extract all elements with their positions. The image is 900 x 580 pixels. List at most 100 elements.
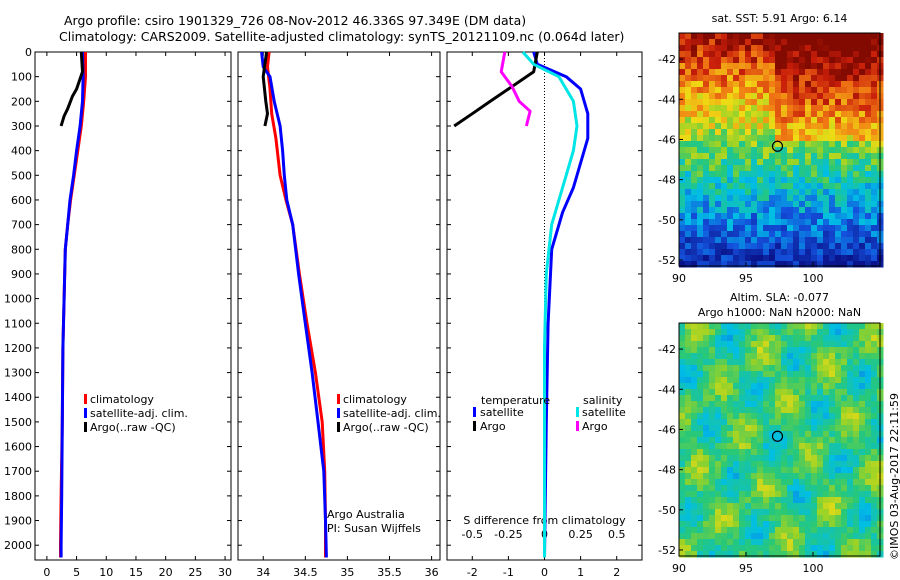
- legend-swatch: [84, 394, 87, 404]
- x-tick-label: 20: [159, 566, 173, 579]
- y-tick-label: 1600: [4, 441, 32, 454]
- x-tick-label: -2: [467, 566, 478, 579]
- map-y-tick-label: -48: [658, 464, 676, 477]
- legend-swatch: [576, 421, 579, 431]
- sal-tick-label: -0.25: [494, 528, 522, 541]
- y-tick-label: 1200: [4, 342, 32, 355]
- legend-label: satellite: [582, 406, 626, 419]
- legend-label: Argo: [582, 420, 608, 433]
- map-y-tick-label: -42: [658, 343, 676, 356]
- series-line-argo-raw-qc-: [59, 51, 84, 127]
- figure-title-line2: Climatology: CARS2009. Satellite-adjuste…: [59, 29, 625, 44]
- legend-swatch: [576, 407, 579, 417]
- legend-swatch: [337, 422, 340, 432]
- map-x-tick-label: 95: [739, 562, 753, 575]
- attribution-line2: PI: Susan Wijffels: [327, 522, 421, 535]
- map-x-tick-label: 100: [803, 272, 824, 285]
- map-y-tick-label: -42: [658, 53, 676, 66]
- x-tick-label: 2: [613, 566, 620, 579]
- argo-location-marker: [771, 430, 784, 442]
- map-y-tick-label: -50: [658, 504, 676, 517]
- x-tick-label: 35: [340, 566, 354, 579]
- y-tick-label: 1500: [4, 416, 32, 429]
- map-y-tick-label: -48: [658, 174, 676, 187]
- sal-tick-label: 0.25: [568, 528, 593, 541]
- legend-header-salinity: salinity: [583, 394, 623, 407]
- y-tick-label: 2000: [4, 539, 32, 552]
- legend-label: Argo(..raw -QC): [90, 421, 176, 434]
- argo-location-marker: [771, 140, 784, 152]
- series-line-argo-raw-qc-: [261, 51, 269, 127]
- y-tick-label: 1300: [4, 367, 32, 380]
- legend-label: satellite-adj. clim.: [343, 407, 441, 420]
- sst-map: 90 95 100 -42 -44 -46 -48 -50 -52 sat. SST: 5.91 …: [658, 12, 884, 285]
- map-y-tick-label: -46: [658, 133, 676, 146]
- series-line-satellite-adj-clim-: [260, 51, 328, 558]
- x-tick-label: 34: [256, 566, 270, 579]
- series-line-satellite-adj-clim-: [59, 51, 85, 558]
- legend-label: Argo(..raw -QC): [343, 421, 429, 434]
- sal-tick-label: 0.5: [608, 528, 626, 541]
- map-x-tick-label: 90: [672, 272, 686, 285]
- map-x-tick-label: 90: [672, 562, 686, 575]
- map-y-tick-label: -52: [658, 544, 676, 557]
- x-tick-label: -1: [503, 566, 514, 579]
- y-tick-label: 1800: [4, 490, 32, 503]
- map-y-tick-label: -44: [658, 383, 676, 396]
- x-tick-label: 34.5: [293, 566, 318, 579]
- map-frame: [678, 32, 881, 267]
- map-x-tick-label: 100: [803, 562, 824, 575]
- y-tick-label: 700: [11, 219, 32, 232]
- y-tick-label: 200: [11, 95, 32, 108]
- legend-label: satellite-adj. clim.: [90, 407, 188, 420]
- legend-swatch: [337, 394, 340, 404]
- chart-panel-salinity: 3434.53535.536salinityclimatologysatelli…: [237, 51, 441, 579]
- x-tick-label: 5: [73, 566, 80, 579]
- y-tick-label: 300: [11, 120, 32, 133]
- x-tick-label: 25: [188, 566, 202, 579]
- legend-label: Argo: [480, 420, 506, 433]
- y-tick-label: 400: [11, 145, 32, 158]
- legend-swatch: [337, 408, 340, 418]
- series-line-salinity-satellite: [521, 51, 579, 558]
- map-title: sat. SST: 5.91 Argo: 6.14: [712, 12, 848, 25]
- map-title: Altim. SLA: -0.077: [730, 291, 829, 304]
- map-y-tick-label: -46: [658, 423, 676, 436]
- series-line-temperature-satellite: [532, 51, 590, 558]
- y-tick-label: 0: [25, 46, 32, 59]
- y-tick-label: 1000: [4, 293, 32, 306]
- legend-swatch: [84, 422, 87, 432]
- series-line-temperature-argo: [453, 51, 539, 128]
- map-x-tick-label: 95: [739, 272, 753, 285]
- sla-map: 90 95 100 -42 -44 -46 -48 -50 -52 Altim. SLA: -0.…: [658, 291, 884, 575]
- x-tick-label: 35.5: [377, 566, 402, 579]
- chart-panel-difference: -2-1012T difference from climatologyS di…: [446, 51, 643, 579]
- legend-label: satellite: [480, 406, 524, 419]
- map-subtitle: Argo h1000: NaN h2000: NaN: [698, 306, 861, 319]
- x-tick-label: 0: [43, 566, 50, 579]
- legend-swatch: [84, 408, 87, 418]
- y-tick-label: 1900: [4, 515, 32, 528]
- copyright-label: ©IMOS 03-Aug-2017 22:11:59: [888, 393, 900, 560]
- attribution-line1: Argo Australia: [327, 508, 405, 521]
- x-tick-label: 15: [129, 566, 143, 579]
- map-y-tick-label: -44: [658, 93, 676, 106]
- y-tick-label: 100: [11, 71, 32, 84]
- map-frame: [678, 322, 881, 557]
- y-tick-label: 900: [11, 268, 32, 281]
- plot-frame-temperature: [34, 51, 232, 561]
- x-tick-label: 10: [99, 566, 113, 579]
- sal-tick-label: -0.5: [462, 528, 483, 541]
- map-y-tick-label: -50: [658, 214, 676, 227]
- chart-panel-temperature: 0100200300400500600700800900100011001200…: [4, 46, 232, 579]
- y-tick-label: 800: [11, 243, 32, 256]
- y-tick-label: 500: [11, 169, 32, 182]
- x-tick-label: 30: [218, 566, 232, 579]
- y-tick-label: 1400: [4, 391, 32, 404]
- legend-label: climatology: [343, 393, 407, 406]
- map-y-tick-label: -52: [658, 254, 676, 267]
- y-tick-label: 600: [11, 194, 32, 207]
- legend-label: climatology: [90, 393, 154, 406]
